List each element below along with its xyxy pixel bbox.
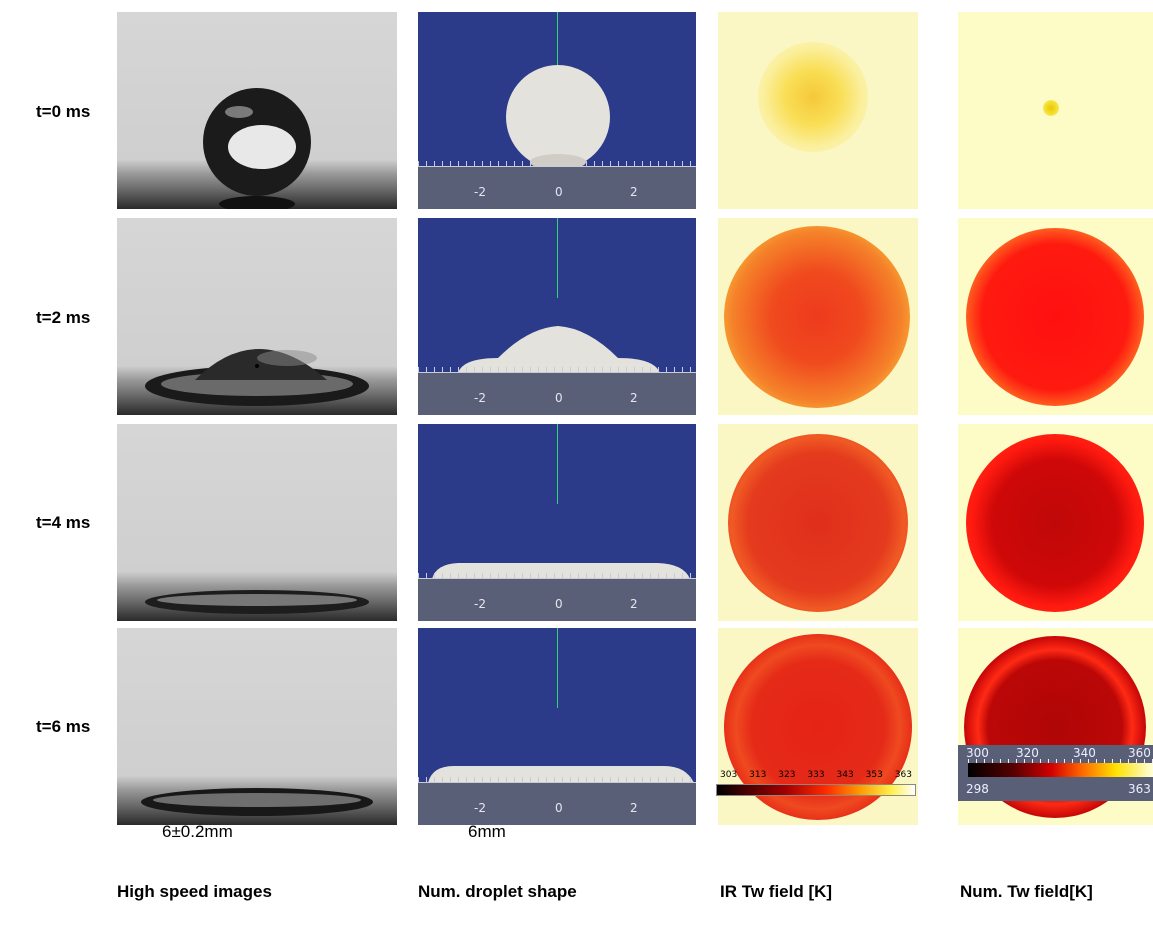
row-label-t4: t=4 ms: [36, 513, 91, 532]
droplet-spreading-shape: [458, 326, 660, 373]
colorbar-tick: 320: [1016, 746, 1039, 760]
num-field-t4: [958, 424, 1153, 621]
tick-label: 0: [555, 185, 563, 199]
ground-plane: [418, 166, 696, 209]
colorbar-tick: 360: [1128, 746, 1151, 760]
ground-plane: [418, 782, 696, 825]
tick-label: -2: [474, 185, 486, 199]
scale-caption-high-speed: 6±0.2mm: [162, 822, 233, 841]
row-label-t0: t=0 ms: [36, 102, 91, 121]
colorbar-tick: 353: [865, 770, 883, 780]
heat-spot: [724, 226, 910, 408]
high-speed-image-t6: [117, 628, 397, 825]
column-title-num-field: Num. Tw field[K]: [960, 882, 1093, 901]
colorbar-tick: 300: [966, 746, 989, 760]
num-shape-t4: -2 0 2: [418, 424, 696, 621]
num-colorbar: 300 320 340 360 298 363: [958, 745, 1153, 801]
heat-spot: [1043, 100, 1059, 116]
axis-ticks: [418, 573, 696, 579]
ground-plane: [418, 578, 696, 621]
ground-plane: [418, 372, 696, 415]
high-speed-image-t4: [117, 424, 397, 621]
heat-spot: [966, 228, 1144, 406]
tick-label: -2: [474, 801, 486, 815]
heat-spot: [758, 42, 868, 152]
tick-label: 0: [555, 391, 563, 405]
colorbar-max: 363: [1128, 782, 1151, 796]
column-title-num-shape: Num. droplet shape: [418, 882, 577, 901]
tick-label: 0: [555, 801, 563, 815]
axis-ticks: [418, 777, 696, 783]
heat-spot: [728, 434, 908, 612]
droplet-film-photo: [145, 590, 369, 614]
colorbar-gradient: [968, 763, 1153, 777]
ir-colorbar: 303 313 323 333 343 353 363: [716, 770, 916, 796]
tick-label: 2: [630, 391, 638, 405]
colorbar-minor-ticks: [968, 759, 1153, 764]
axis-line: [557, 12, 558, 92]
ir-field-t2: [718, 218, 918, 415]
column-title-high-speed: High speed images: [117, 882, 272, 901]
heat-spot: [966, 434, 1144, 612]
colorbar-tick: 303: [720, 770, 738, 780]
tick-label: 0: [555, 597, 563, 611]
colorbar-tick: 313: [749, 770, 767, 780]
axis-ticks: [418, 161, 696, 167]
num-shape-t6: -2 0 2: [418, 628, 696, 825]
colorbar-tick: 323: [778, 770, 796, 780]
colorbar-gradient: [716, 784, 916, 796]
colorbar-tick: 363: [894, 770, 912, 780]
colorbar-min: 298: [966, 782, 989, 796]
axis-ticks: [418, 367, 696, 373]
tick-label: 2: [630, 185, 638, 199]
num-shape-t0: -2 0 2: [418, 12, 696, 209]
num-field-t0: [958, 12, 1153, 209]
colorbar-tick: 340: [1073, 746, 1096, 760]
num-shape-t2: -2 0 2: [418, 218, 696, 415]
droplet-spreading-photo: [145, 349, 369, 406]
tick-label: 2: [630, 801, 638, 815]
row-label-t6: t=6 ms: [36, 717, 91, 736]
ir-field-t0: [718, 12, 918, 209]
row-label-t2: t=2 ms: [36, 308, 91, 327]
column-title-ir-field: IR Tw field [K]: [720, 882, 833, 901]
colorbar-tick: 343: [836, 770, 854, 780]
tick-label: -2: [474, 391, 486, 405]
droplet-ring-photo: [141, 788, 373, 816]
high-speed-image-t0: [117, 12, 397, 209]
tick-label: -2: [474, 597, 486, 611]
ir-field-t4: [718, 424, 918, 621]
num-field-t2: [958, 218, 1153, 415]
axis-line: [557, 628, 558, 708]
scale-caption-num-shape: 6mm: [468, 822, 506, 841]
high-speed-image-t2: [117, 218, 397, 415]
droplet-sphere-photo: [203, 88, 311, 209]
tick-label: 2: [630, 597, 638, 611]
axis-line: [557, 218, 558, 298]
colorbar-tick: 333: [807, 770, 825, 780]
axis-line: [557, 424, 558, 504]
